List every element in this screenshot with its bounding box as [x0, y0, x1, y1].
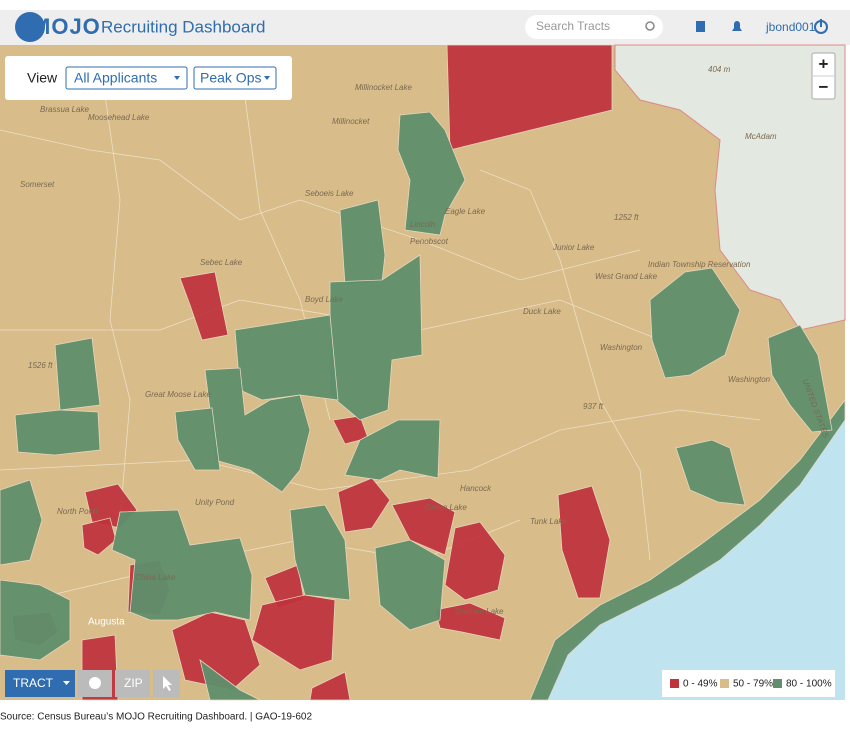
map-label: Boyd Lake	[305, 295, 343, 304]
view-option: All Applicants	[74, 70, 157, 86]
zip-label: ZIP	[124, 676, 143, 690]
user[interactable]: jbond001	[765, 20, 816, 34]
map-label: Unity Pond	[195, 498, 235, 507]
map-label: Eagle Lake	[445, 207, 486, 216]
search-box[interactable]	[525, 15, 663, 39]
map-label: Duck Lake	[523, 307, 561, 316]
logo-icon	[15, 12, 45, 42]
map-label: West Grand Lake	[595, 272, 658, 281]
map-label: 1252 ft	[614, 213, 639, 222]
map-label: Millinocket	[332, 117, 370, 126]
map-label: Millinocket Lake	[355, 83, 412, 92]
search-placeholder: Search Tracts	[536, 19, 610, 33]
legend-swatch	[720, 679, 729, 688]
legend-label: 50 - 79%	[733, 679, 773, 690]
tract-caret	[63, 681, 70, 685]
dropdown-caret	[264, 76, 270, 80]
map-label: Washington	[600, 343, 643, 352]
ops-dropdown[interactable]	[193, 66, 277, 90]
map-label: Seboeis Lake	[305, 189, 354, 198]
view-label: View	[27, 70, 58, 86]
map-label: Washington	[728, 375, 771, 384]
map-label: Graham Lake	[455, 607, 504, 616]
legend-swatch	[670, 679, 679, 688]
map-label: Tunk Lake	[530, 517, 567, 526]
map-label: 1526 ft	[28, 361, 53, 370]
legend-items: 0 - 49% 50 - 79% 80 - 100%	[670, 679, 832, 690]
map[interactable]	[0, 44, 846, 701]
map-label: Sebec Lake	[200, 258, 243, 267]
search-icon	[645, 21, 655, 31]
map-label: Moosehead Lake	[88, 113, 150, 122]
map-label: Green Lake	[425, 503, 467, 512]
map-label: Augusta	[88, 617, 125, 628]
footer: Source: Census Bureau’s MOJO Recruiting …	[0, 712, 312, 723]
dropdown-caret	[174, 76, 180, 80]
ops-option: Peak Ops	[200, 70, 261, 86]
header-bar	[0, 10, 850, 45]
map-label: McAdam	[745, 132, 777, 141]
legend-label: 0 - 49%	[683, 679, 718, 690]
zoom-out[interactable]: −	[819, 77, 829, 96]
cursor-icon	[163, 676, 172, 691]
map-label: Brassua Lake	[40, 105, 89, 114]
map-label: 937 ft	[583, 402, 604, 411]
legend-swatch	[773, 679, 782, 688]
map-label: Great Moose Lake	[145, 390, 211, 399]
legend	[662, 670, 835, 697]
map-label: North Pond	[57, 507, 98, 516]
logo: MOJO	[32, 14, 101, 39]
zip-button[interactable]	[115, 670, 150, 697]
map-label: 404 m	[708, 65, 731, 74]
map-label: Lincoln	[410, 220, 436, 229]
map-label: Somerset	[20, 180, 55, 189]
tract-button[interactable]	[5, 670, 75, 697]
map-label: Hancock	[460, 484, 492, 493]
bell-icon[interactable]	[732, 21, 742, 31]
map-label: Indian Township Reservation	[648, 260, 751, 269]
legend-label: 80 - 100%	[786, 679, 832, 690]
title: Recruiting Dashboard	[101, 17, 265, 36]
map-label: China Lake	[135, 573, 176, 582]
doc-icon[interactable]	[696, 21, 705, 32]
tract-label: TRACT	[13, 676, 54, 690]
pin-icon	[89, 677, 101, 689]
view-dropdown[interactable]	[65, 66, 188, 90]
map-label: Junior Lake	[552, 243, 595, 252]
map-label: Penobscot	[410, 237, 449, 246]
zoom-in[interactable]: +	[819, 54, 829, 73]
